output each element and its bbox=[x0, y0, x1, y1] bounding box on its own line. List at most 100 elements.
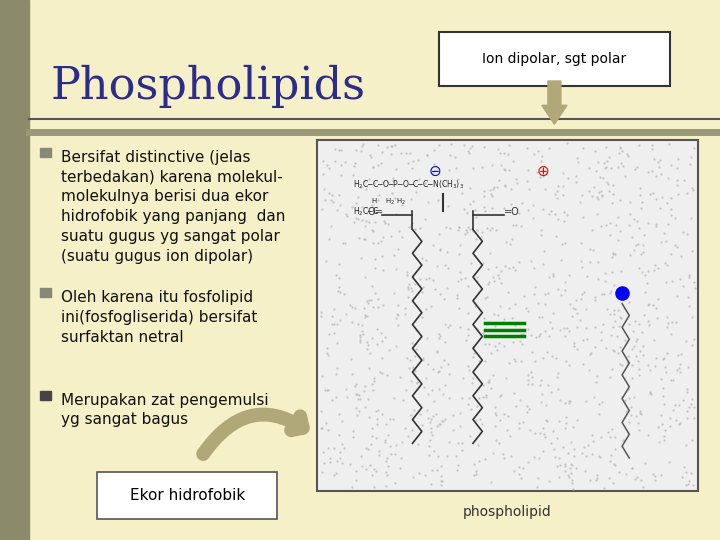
Point bbox=[372, 420, 383, 429]
Point bbox=[534, 332, 545, 341]
Point bbox=[665, 329, 677, 338]
Point bbox=[454, 322, 466, 331]
Point bbox=[660, 426, 671, 434]
Point bbox=[431, 421, 442, 430]
Point bbox=[606, 425, 618, 434]
Point bbox=[642, 168, 654, 177]
Point bbox=[601, 157, 613, 165]
Point bbox=[462, 325, 474, 333]
Point bbox=[639, 288, 651, 296]
Point bbox=[576, 262, 588, 271]
Point bbox=[489, 341, 500, 350]
Point bbox=[522, 177, 534, 185]
Point bbox=[606, 287, 617, 295]
Point bbox=[333, 282, 345, 291]
Point bbox=[594, 172, 606, 181]
Point bbox=[642, 316, 654, 325]
Point bbox=[354, 407, 365, 415]
Point bbox=[572, 154, 583, 163]
Point bbox=[582, 335, 593, 344]
Point bbox=[450, 164, 462, 173]
Point bbox=[537, 423, 549, 432]
Point bbox=[450, 152, 462, 161]
Point bbox=[366, 281, 378, 290]
Point bbox=[485, 186, 496, 194]
Point bbox=[477, 227, 488, 236]
Point bbox=[478, 187, 490, 195]
Point bbox=[505, 185, 516, 193]
Point bbox=[650, 195, 662, 204]
Point bbox=[379, 435, 391, 444]
Point bbox=[593, 195, 604, 204]
Bar bbox=[0, 0, 29, 540]
Point bbox=[407, 163, 418, 172]
Point bbox=[361, 296, 372, 305]
Point bbox=[539, 246, 550, 255]
Point bbox=[328, 197, 339, 206]
Point bbox=[414, 175, 426, 184]
Point bbox=[396, 201, 408, 210]
Point bbox=[610, 433, 621, 441]
FancyArrow shape bbox=[542, 81, 567, 124]
Point bbox=[387, 415, 398, 424]
Point bbox=[363, 218, 374, 226]
Point bbox=[433, 419, 445, 428]
Point bbox=[609, 316, 621, 325]
Point bbox=[624, 210, 636, 218]
Point bbox=[570, 171, 582, 180]
Point bbox=[445, 139, 456, 148]
Point bbox=[541, 169, 552, 178]
Point bbox=[471, 234, 482, 243]
Point bbox=[362, 341, 374, 350]
Point bbox=[558, 443, 570, 451]
Point bbox=[328, 320, 340, 328]
Point bbox=[665, 249, 676, 258]
Point bbox=[390, 441, 402, 449]
Point bbox=[318, 170, 329, 179]
Point bbox=[678, 176, 690, 184]
Point bbox=[467, 142, 478, 151]
Point bbox=[426, 431, 437, 440]
Point bbox=[393, 227, 405, 235]
Point bbox=[374, 447, 385, 455]
Point bbox=[564, 397, 575, 406]
Point bbox=[631, 241, 642, 250]
Point bbox=[544, 332, 555, 341]
Point bbox=[462, 362, 474, 370]
Point bbox=[663, 457, 675, 466]
Point bbox=[662, 174, 673, 183]
Point bbox=[425, 428, 436, 437]
Point bbox=[604, 288, 616, 297]
Point bbox=[629, 246, 640, 254]
Point bbox=[600, 220, 612, 229]
Point bbox=[330, 157, 341, 166]
Point bbox=[425, 417, 436, 426]
Point bbox=[648, 470, 660, 478]
Point bbox=[642, 301, 653, 310]
Point bbox=[670, 241, 681, 249]
Point bbox=[576, 239, 588, 247]
Point bbox=[369, 377, 380, 386]
Point bbox=[544, 318, 556, 327]
Point bbox=[608, 281, 620, 289]
Point bbox=[503, 264, 515, 273]
Point bbox=[462, 227, 473, 236]
Point bbox=[556, 291, 567, 299]
Point bbox=[608, 347, 620, 355]
Point bbox=[513, 462, 525, 471]
Point bbox=[336, 417, 348, 426]
Point bbox=[672, 176, 683, 184]
Point bbox=[404, 356, 415, 364]
Point bbox=[502, 412, 513, 421]
Point bbox=[417, 253, 428, 262]
Point bbox=[536, 389, 547, 398]
Point bbox=[351, 199, 362, 207]
Point bbox=[521, 303, 532, 312]
Point bbox=[631, 473, 643, 482]
Point bbox=[428, 365, 439, 374]
Point bbox=[570, 464, 582, 472]
Point bbox=[654, 410, 666, 419]
Point bbox=[441, 452, 453, 461]
Point bbox=[658, 399, 670, 408]
Point bbox=[675, 251, 687, 260]
